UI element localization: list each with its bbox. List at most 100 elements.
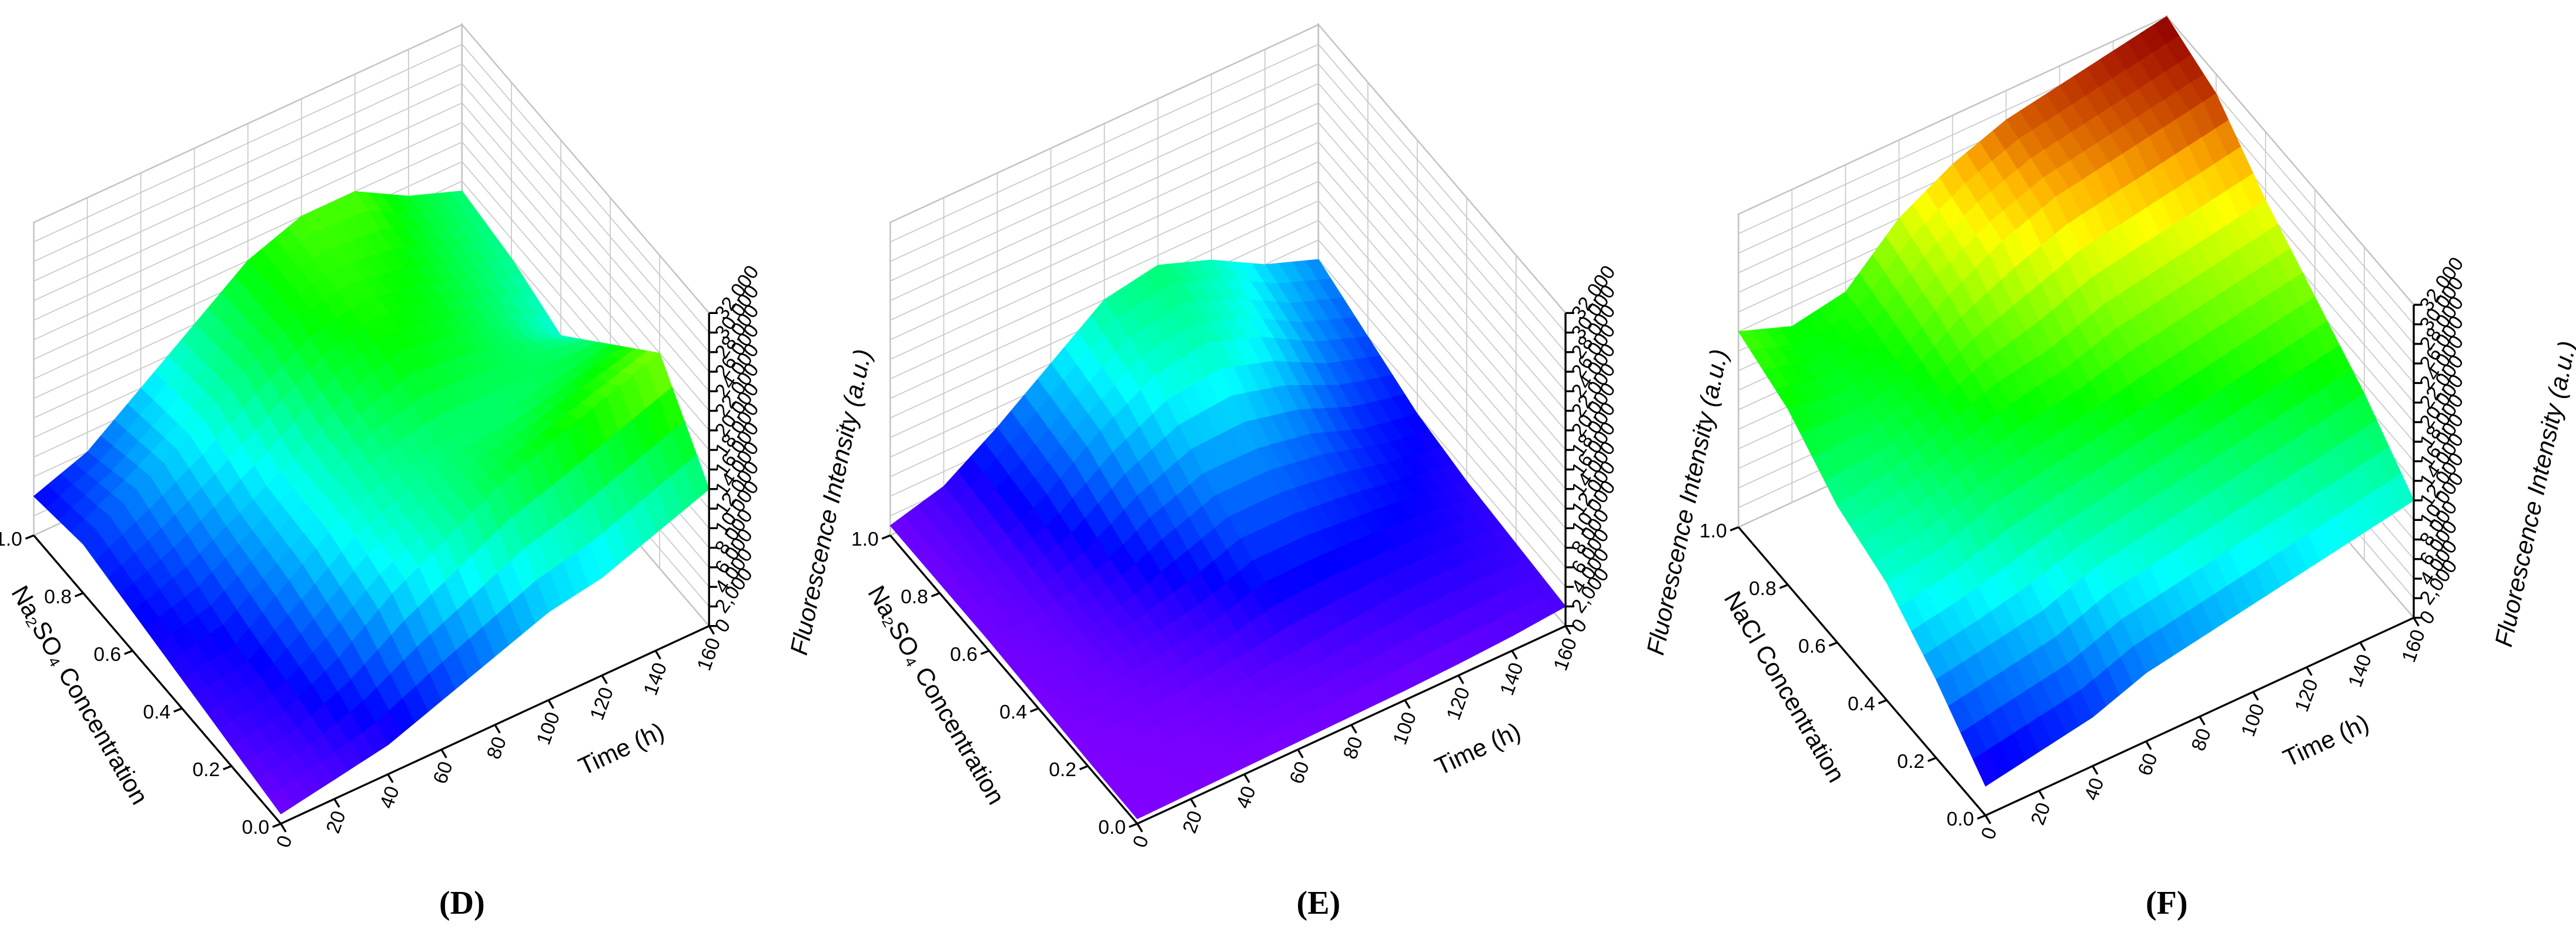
surface-panel: 0204060801001201401600.00.20.40.60.81.00…: [851, 22, 1733, 921]
tick-mark: [272, 823, 282, 828]
tick-mark: [1729, 526, 1739, 532]
tick-mark: [1779, 584, 1788, 589]
tick-mark: [2092, 765, 2099, 775]
x-tick-label: 80: [1339, 734, 1367, 762]
tick-mark: [1985, 815, 1992, 824]
y-tick-label: 0.4: [143, 701, 170, 723]
tick-mark: [1828, 641, 1838, 647]
x-tick-label: 120: [586, 684, 618, 723]
y-tick-label: 0.6: [93, 644, 121, 666]
tick-mark: [1136, 823, 1143, 833]
tick-mark: [1079, 765, 1089, 770]
tick-mark: [25, 534, 35, 540]
surface-cell: [1124, 797, 1152, 820]
x-tick-label: 120: [2291, 676, 2323, 714]
tick-mark: [1404, 699, 1411, 709]
x-axis-title: Time (h): [1431, 717, 1525, 780]
tick-mark: [1029, 707, 1039, 713]
y-tick-label: 0.8: [901, 586, 928, 608]
panel-title: (E): [1296, 885, 1340, 921]
tick-mark: [980, 650, 990, 655]
x-tick-label: 140: [640, 660, 671, 698]
x-tick-label: 80: [2187, 726, 2216, 754]
x-tick-label: 20: [322, 808, 350, 836]
x-tick-label: 40: [376, 783, 404, 811]
surface-panel: 0204060801001201401600.00.20.40.60.81.00…: [1700, 14, 2576, 921]
tick-mark: [1927, 757, 1937, 762]
y-tick-label: 1.0: [1700, 520, 1727, 542]
axis-line: [1136, 625, 1566, 825]
x-tick-label: 20: [1179, 808, 1207, 836]
tick-mark: [654, 650, 661, 660]
x-tick-label: 60: [1286, 758, 1314, 787]
x-tick-label: 60: [429, 758, 457, 787]
tick-mark: [2413, 617, 2420, 627]
y-tick-label: 0.2: [1897, 751, 1925, 773]
y-tick-label: 0.0: [1946, 808, 1974, 830]
y-axis-title: Na₂SO₄ Concentration: [6, 581, 153, 809]
tick-mark: [1297, 748, 1304, 758]
y-tick-label: 0.6: [950, 644, 978, 666]
y-tick-label: 0.8: [1749, 578, 1777, 600]
x-tick-label: 0: [1977, 824, 2001, 842]
tick-mark: [2306, 666, 2313, 676]
x-tick-label: 140: [1496, 660, 1528, 698]
tick-mark: [1129, 823, 1138, 828]
tick-mark: [1511, 650, 1518, 660]
tick-mark: [74, 592, 84, 597]
x-tick-label: 100: [1389, 709, 1421, 747]
y-tick-label: 0.2: [1049, 759, 1076, 781]
x-tick-label: 160: [1550, 635, 1581, 673]
tick-mark: [881, 534, 891, 540]
z-axis-title: Fluorescence Intensity (a.u.): [785, 347, 876, 657]
tick-mark: [1564, 625, 1571, 635]
tick-mark: [1190, 798, 1197, 808]
y-tick-label: 0.0: [242, 817, 269, 838]
y-tick-label: 1.0: [0, 529, 22, 550]
x-tick-label: 160: [2398, 627, 2430, 665]
tick-mark: [2359, 641, 2366, 651]
y-tick-label: 1.0: [851, 529, 879, 550]
panel-title: (D): [439, 885, 485, 921]
tick-mark: [173, 707, 183, 713]
x-tick-label: 140: [2344, 651, 2376, 690]
y-tick-label: 0.8: [44, 586, 72, 608]
tick-mark: [1878, 699, 1888, 704]
tick-mark: [280, 823, 287, 833]
surface-cell: [1972, 750, 2000, 787]
x-tick-label: 80: [483, 734, 511, 762]
tick-mark: [931, 592, 941, 597]
x-tick-label: 120: [1443, 684, 1474, 723]
tick-mark: [1976, 814, 1986, 820]
panel-title: (F): [2146, 885, 2188, 921]
axis-line: [1738, 526, 1986, 816]
tick-mark: [223, 765, 232, 770]
y-tick-label: 0.4: [1848, 693, 1875, 715]
tick-mark: [333, 798, 340, 808]
tick-mark: [2038, 790, 2045, 800]
tick-mark: [547, 699, 554, 709]
x-tick-label: 100: [533, 709, 564, 747]
axis-line: [889, 534, 1138, 824]
tick-mark: [2252, 691, 2259, 701]
tick-mark: [123, 650, 133, 655]
x-tick-label: 60: [2134, 750, 2162, 778]
surface-panel: 0204060801001201401600.00.20.40.60.81.00…: [0, 22, 876, 921]
x-tick-label: 160: [693, 635, 725, 673]
x-tick-label: 100: [2237, 701, 2269, 739]
x-tick-label: 40: [2080, 775, 2109, 803]
x-axis-title: Time (h): [2279, 709, 2373, 772]
y-tick-label: 0.6: [1798, 636, 1826, 657]
tick-mark: [1350, 724, 1357, 734]
surface-cell: [267, 788, 295, 814]
tick-mark: [708, 625, 715, 635]
axis-line: [33, 534, 282, 824]
y-tick-label: 0.4: [999, 701, 1027, 723]
x-tick-label: 40: [1232, 783, 1260, 811]
y-axis-title: NaCl Concentration: [1719, 587, 1851, 787]
tick-mark: [2199, 716, 2206, 726]
y-tick-label: 0.0: [1098, 817, 1126, 838]
x-tick-label: 0: [273, 833, 297, 850]
